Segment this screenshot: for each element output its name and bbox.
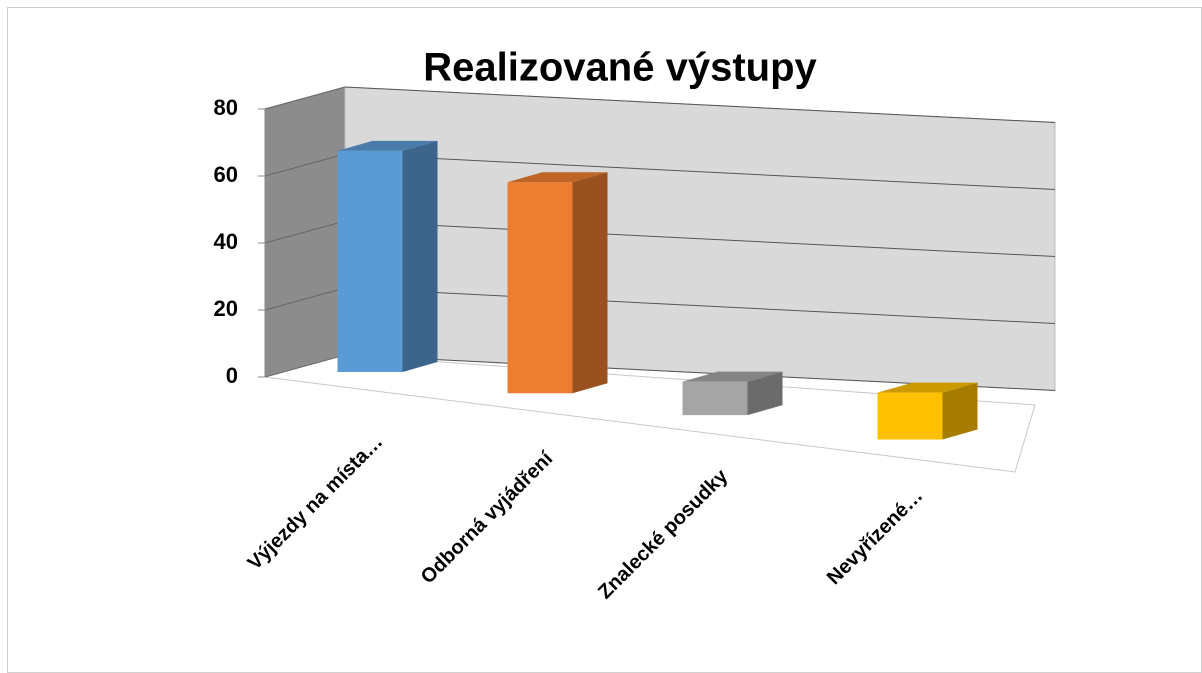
y-tick-label: 60 (214, 162, 238, 187)
bar-side (942, 382, 978, 440)
bar (877, 382, 978, 440)
bar-top (337, 140, 438, 151)
bar-front (877, 392, 943, 440)
grid-line (344, 86, 1056, 123)
grid-line (264, 287, 346, 311)
y-tick-label: 20 (214, 296, 238, 321)
grid-line (264, 153, 346, 177)
bar-front (507, 182, 573, 394)
grid-line (344, 287, 1056, 324)
y-tick-label: 0 (226, 363, 238, 388)
y-tick-label: 80 (214, 95, 238, 120)
grid-line (264, 354, 346, 378)
bar-top (877, 382, 978, 393)
bar-front (337, 150, 403, 372)
bar (507, 172, 608, 394)
bar-top (682, 371, 783, 382)
grid-line (264, 86, 346, 110)
bar-side (402, 140, 438, 372)
bar-side (572, 172, 608, 394)
bar-front (682, 381, 748, 416)
chart-title: Realizované výstupy (423, 46, 817, 90)
y-tick-label: 40 (214, 229, 238, 254)
grid-line (344, 220, 1056, 257)
bar-top (507, 172, 608, 183)
bar-side (747, 371, 783, 416)
grid-line (264, 220, 346, 244)
grid-line (344, 153, 1056, 190)
bar (682, 371, 783, 416)
bar (337, 140, 438, 372)
